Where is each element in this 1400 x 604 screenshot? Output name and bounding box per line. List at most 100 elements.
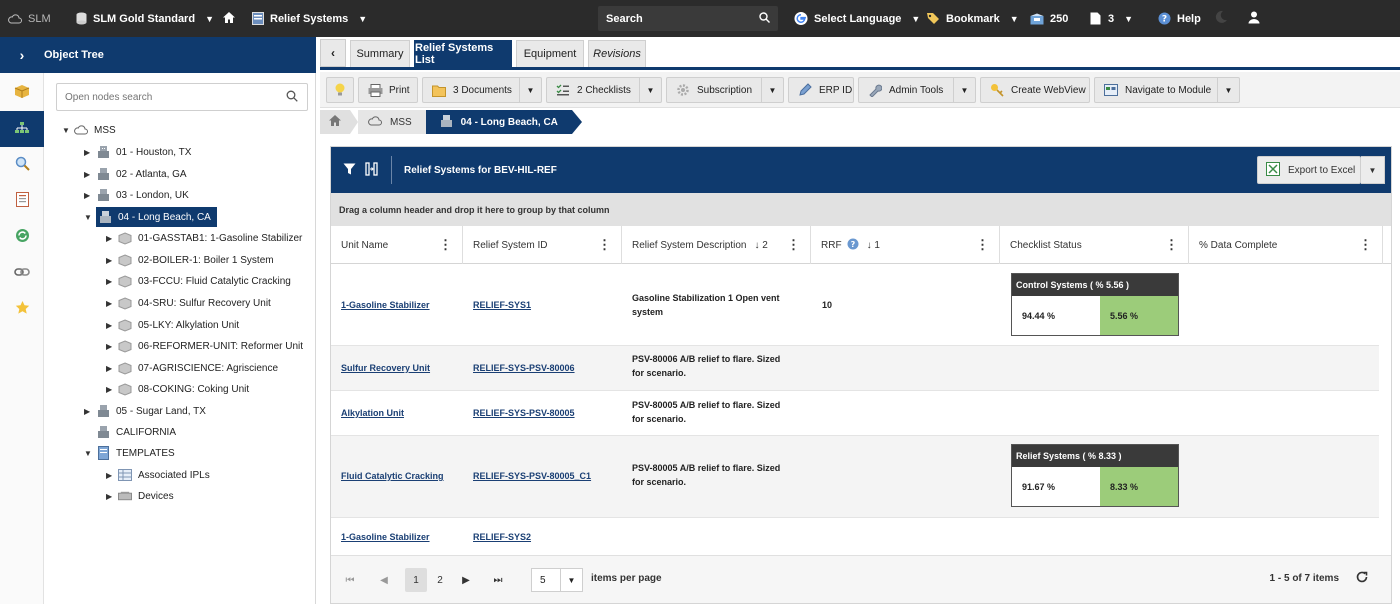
collapse-arrow-icon[interactable]: ▼: [84, 448, 92, 458]
tree-node-unit[interactable]: ▶ 06-REFORMER-UNIT: Reformer Unit: [106, 336, 303, 356]
tree-node-site[interactable]: ▶ 05 - Sugar Land, TX: [84, 401, 206, 421]
column-menu-icon[interactable]: ⋮: [1359, 237, 1372, 252]
documents-button[interactable]: 3 Documents ▼: [422, 77, 542, 103]
create-webview-button[interactable]: Create WebView: [980, 77, 1090, 103]
unit-name-link[interactable]: 1-Gasoline Stabilizer: [341, 300, 430, 310]
table-row[interactable]: 1-Gasoline Stabilizer RELIEF-SYS1 Gasoli…: [331, 264, 1379, 346]
expand-arrow-icon[interactable]: ▶: [84, 169, 91, 179]
export-to-excel-button[interactable]: Export to Excel: [1257, 156, 1361, 184]
column-header-description[interactable]: Relief System Description ↓ 2 ⋮: [622, 226, 811, 264]
expand-arrow-icon[interactable]: ▶: [106, 491, 113, 501]
unit-name-link[interactable]: Sulfur Recovery Unit: [341, 363, 431, 373]
table-row[interactable]: 1-Gasoline Stabilizer RELIEF-SYS2: [331, 518, 1379, 556]
back-button[interactable]: ‹: [320, 39, 346, 67]
column-menu-icon[interactable]: ⋮: [976, 237, 989, 252]
rail-links[interactable]: [0, 255, 44, 291]
expand-arrow-icon[interactable]: ▶: [106, 233, 113, 243]
tree-node-unit[interactable]: ▶ 04-SRU: Sulfur Recovery Unit: [106, 293, 271, 313]
column-menu-icon[interactable]: ⋮: [787, 237, 800, 252]
expand-arrow-icon[interactable]: ▶: [106, 298, 113, 308]
erp-id-button[interactable]: ERP ID: [788, 77, 854, 103]
tab-relief-systems-list[interactable]: Relief Systems List: [414, 40, 512, 67]
expand-arrow-icon[interactable]: ▶: [106, 255, 113, 265]
last-page-icon[interactable]: ⏭: [493, 574, 503, 586]
column-chooser-icon[interactable]: [365, 161, 387, 179]
expand-arrow-icon[interactable]: ▶: [84, 147, 91, 157]
tree-node-unit[interactable]: ▶ 07-AGRISCIENCE: Agriscience: [106, 358, 278, 378]
tree-node-templates[interactable]: ▼ TEMPLATES: [84, 443, 175, 463]
tree-search-input[interactable]: [56, 83, 308, 111]
rail-packages[interactable]: [0, 75, 44, 111]
table-row[interactable]: Fluid Catalytic Cracking RELIEF-SYS-PSV-…: [331, 436, 1379, 518]
tree-node-unit[interactable]: ▶ 03-FCCU: Fluid Catalytic Cracking: [106, 271, 291, 291]
relief-system-id-link[interactable]: RELIEF-SYS-PSV-80005: [473, 408, 575, 418]
tab-revisions[interactable]: Revisions: [588, 40, 646, 67]
page-1-button[interactable]: 1: [405, 568, 427, 592]
checklist-status-box[interactable]: Control Systems ( % 5.56 ) 94.44 % 5.56 …: [1011, 273, 1179, 336]
tree-node-unit[interactable]: ▶ 05-LKY: Alkylation Unit: [106, 315, 239, 335]
tree-node-selected-label-wrap[interactable]: 04 - Long Beach, CA: [96, 207, 217, 227]
inbox-button[interactable]: 250: [1022, 0, 1080, 37]
breadcrumb-home[interactable]: [320, 110, 350, 134]
rail-favorites[interactable]: [0, 291, 44, 327]
column-header-unit-name[interactable]: Unit Name ⋮: [331, 226, 463, 264]
subscription-button[interactable]: Subscription ▼: [666, 77, 784, 103]
caret-down-icon[interactable]: ▼: [519, 78, 541, 102]
relief-system-id-link[interactable]: RELIEF-SYS2: [473, 532, 532, 542]
expand-arrow-icon[interactable]: ▶: [84, 190, 91, 200]
expand-arrow-icon[interactable]: ▶: [84, 406, 91, 416]
user-menu[interactable]: [1240, 0, 1274, 37]
expand-arrow-icon[interactable]: ▶: [106, 276, 113, 286]
expand-arrow-icon[interactable]: ▶: [106, 341, 113, 351]
tab-equipment[interactable]: Equipment: [516, 40, 584, 67]
column-menu-icon[interactable]: ⋮: [1165, 237, 1178, 252]
tree-node-site[interactable]: ▶ 03 - London, UK: [84, 185, 189, 205]
expand-arrow-icon[interactable]: ▶: [106, 384, 113, 394]
bookmark-menu[interactable]: Bookmark ▼: [918, 0, 1022, 37]
navigate-to-module-button[interactable]: Navigate to Module ▼: [1094, 77, 1240, 103]
language-selector[interactable]: Select Language ▼: [786, 0, 920, 37]
column-menu-icon[interactable]: ⋮: [598, 237, 611, 252]
tree-node-unit[interactable]: ▶ 01-GASSTAB1: 1-Gasoline Stabilizer: [106, 228, 302, 248]
expand-arrow-icon[interactable]: ▶: [106, 363, 113, 373]
column-header-rrf[interactable]: RRF ? ↓ 1 ⋮: [811, 226, 1000, 264]
grid-scrollbar[interactable]: [1386, 228, 1392, 558]
tips-button[interactable]: [326, 77, 354, 103]
page-2-button[interactable]: 2: [437, 574, 443, 586]
breadcrumb-current[interactable]: 04 - Long Beach, CA: [425, 110, 572, 134]
theme-toggle[interactable]: [1206, 0, 1240, 37]
unit-name-link[interactable]: Fluid Catalytic Cracking: [341, 471, 444, 481]
group-by-drop-zone[interactable]: Drag a column header and drop it here to…: [331, 193, 1391, 226]
tree-node-site[interactable]: CALIFORNIA: [96, 422, 176, 442]
column-header-relief-system-id[interactable]: Relief System ID ⋮: [463, 226, 622, 264]
caret-down-icon[interactable]: ▼: [953, 78, 975, 102]
tree-node-site-selected[interactable]: ▼ 04 - Long Beach, CA: [84, 207, 217, 227]
caret-down-icon[interactable]: ▼: [1217, 78, 1239, 102]
expand-arrow-icon[interactable]: ▶: [106, 320, 113, 330]
tree-node-unit[interactable]: ▶ 08-COKING: Coking Unit: [106, 379, 249, 399]
caret-down-icon[interactable]: ▼: [639, 78, 661, 102]
tree-node-mss[interactable]: ▼ MSS: [62, 120, 116, 140]
tree-node-template[interactable]: ▶ Devices: [106, 486, 174, 506]
unit-name-link[interactable]: 1-Gasoline Stabilizer: [341, 532, 430, 542]
caret-down-icon[interactable]: ▼: [761, 78, 783, 102]
column-menu-icon[interactable]: ⋮: [439, 237, 452, 252]
collapse-arrow-icon[interactable]: ▼: [84, 212, 92, 222]
export-dropdown[interactable]: ▼: [1361, 156, 1385, 184]
checklist-status-box[interactable]: Relief Systems ( % 8.33 ) 91.67 % 8.33 %: [1011, 444, 1179, 507]
tree-node-site[interactable]: ▶ 02 - Atlanta, GA: [84, 164, 187, 184]
rail-hierarchy[interactable]: [0, 111, 44, 147]
tab-summary[interactable]: Summary: [350, 40, 410, 67]
prev-page-icon[interactable]: ◀: [380, 574, 388, 586]
database-selector[interactable]: SLM Gold Standard ▼: [68, 0, 218, 37]
relief-system-id-link[interactable]: RELIEF-SYS1: [473, 300, 532, 310]
module-selector[interactable]: Relief Systems ▼: [244, 0, 374, 37]
rail-reports[interactable]: [0, 183, 44, 219]
checklists-button[interactable]: 2 Checklists ▼: [546, 77, 662, 103]
relief-system-id-link[interactable]: RELIEF-SYS-PSV-80006: [473, 363, 575, 373]
page-size-select[interactable]: 5 ▼: [531, 568, 583, 592]
collapse-arrow-icon[interactable]: ▼: [62, 125, 70, 135]
tree-node-unit[interactable]: ▶ 02-BOILER-1: Boiler 1 System: [106, 250, 274, 270]
tree-node-site[interactable]: ▶ 01 - Houston, TX: [84, 142, 191, 162]
refresh-icon[interactable]: [1355, 570, 1369, 587]
